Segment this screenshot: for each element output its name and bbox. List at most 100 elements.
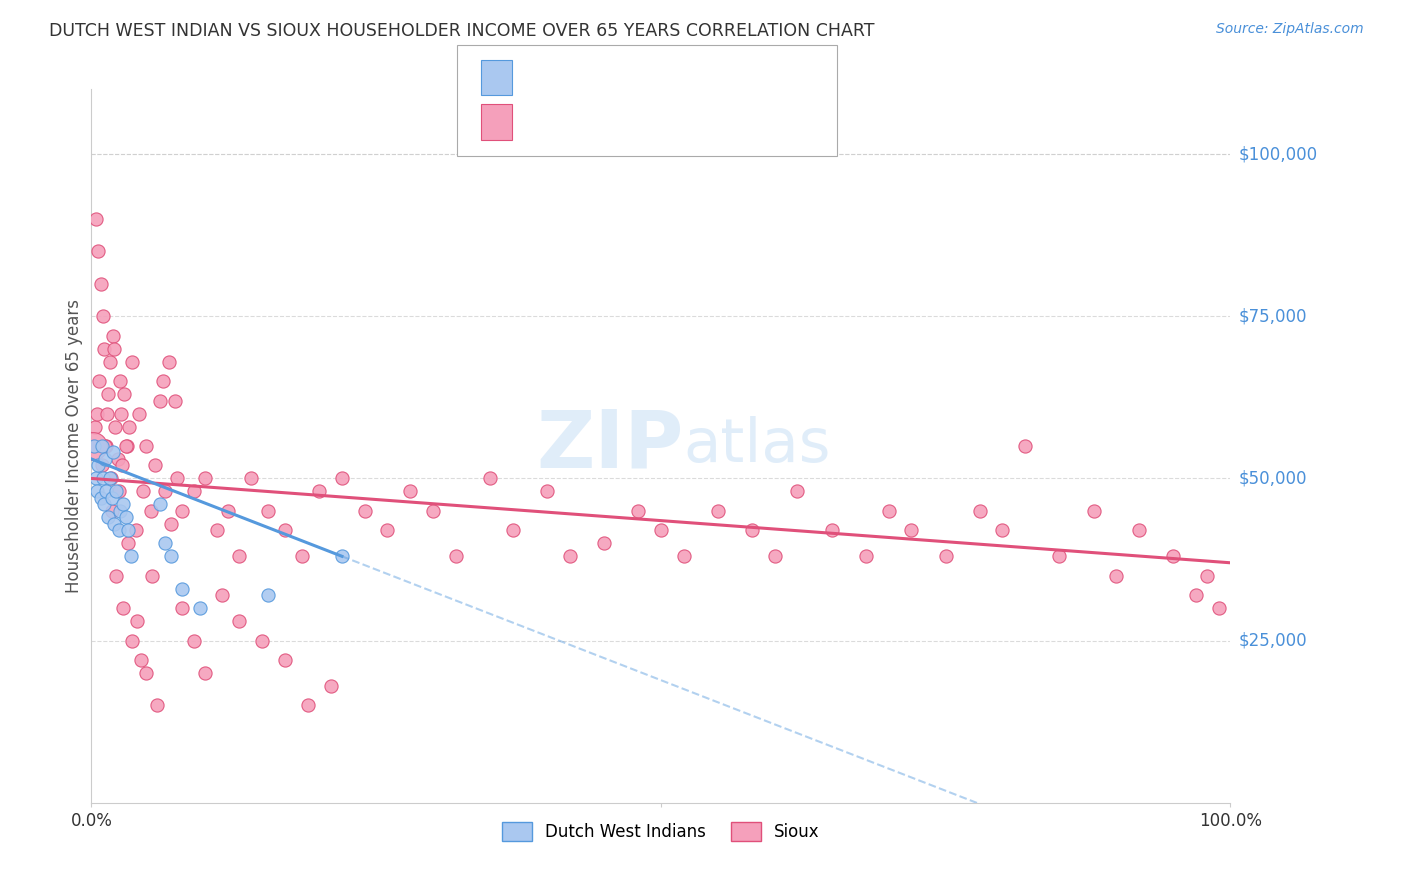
Point	[149, 393, 172, 408]
Point	[257, 588, 280, 602]
Point	[821, 524, 844, 538]
Point	[399, 484, 422, 499]
Point	[183, 484, 205, 499]
Point	[96, 407, 118, 421]
Point	[502, 524, 524, 538]
Point	[194, 666, 217, 681]
Point	[217, 504, 239, 518]
Text: $25,000: $25,000	[1239, 632, 1308, 649]
Text: -0.328: -0.328	[548, 113, 613, 131]
Point	[141, 568, 163, 582]
Point	[121, 633, 143, 648]
Point	[87, 458, 110, 473]
Point	[991, 524, 1014, 538]
Point	[131, 484, 153, 499]
Point	[96, 439, 118, 453]
Text: Source: ZipAtlas.com: Source: ZipAtlas.com	[1216, 22, 1364, 37]
Point	[120, 549, 142, 564]
Point	[135, 666, 157, 681]
Point	[377, 524, 399, 538]
Point	[128, 407, 150, 421]
Point	[103, 516, 125, 531]
Point	[194, 471, 217, 485]
Point	[97, 387, 120, 401]
Point	[104, 419, 127, 434]
Point	[101, 328, 124, 343]
Point	[250, 633, 273, 648]
Point	[163, 393, 186, 408]
Point	[121, 354, 143, 368]
Point	[155, 484, 177, 499]
Text: 29: 29	[686, 69, 711, 87]
Point	[160, 516, 183, 531]
Point	[82, 439, 104, 453]
Point	[90, 458, 112, 473]
Point	[650, 524, 672, 538]
Point	[94, 452, 117, 467]
Point	[103, 342, 125, 356]
Text: $75,000: $75,000	[1239, 307, 1308, 326]
Point	[115, 439, 138, 453]
Point	[91, 310, 114, 324]
Point	[536, 484, 558, 499]
Point	[274, 653, 297, 667]
Point	[934, 549, 956, 564]
Point	[257, 504, 280, 518]
Point	[112, 601, 135, 615]
Point	[1208, 601, 1230, 615]
Point	[94, 439, 117, 453]
Point	[96, 484, 118, 499]
Text: R =: R =	[520, 69, 560, 87]
Point	[105, 568, 128, 582]
Point	[166, 471, 188, 485]
Point	[330, 549, 353, 564]
Point	[117, 524, 139, 538]
Point	[114, 439, 136, 453]
Point	[86, 407, 108, 421]
Point	[84, 211, 107, 226]
Y-axis label: Householder Income Over 65 years: Householder Income Over 65 years	[65, 299, 83, 593]
Point	[112, 387, 135, 401]
Text: ZIP: ZIP	[536, 407, 683, 485]
Point	[855, 549, 877, 564]
Point	[297, 698, 319, 713]
Text: -0.256: -0.256	[548, 69, 613, 87]
Point	[108, 504, 131, 518]
Point	[211, 588, 233, 602]
Point	[105, 484, 128, 499]
Point	[149, 497, 172, 511]
Point	[172, 601, 194, 615]
Point	[98, 354, 121, 368]
Point	[478, 471, 501, 485]
Point	[89, 374, 111, 388]
Point	[1185, 588, 1208, 602]
Point	[112, 497, 135, 511]
Point	[741, 524, 763, 538]
Point	[110, 407, 132, 421]
Point	[319, 679, 342, 693]
Point	[114, 510, 136, 524]
Point	[1128, 524, 1150, 538]
Point	[1014, 439, 1036, 453]
Point	[1161, 549, 1184, 564]
Point	[111, 458, 134, 473]
Text: 106: 106	[686, 113, 724, 131]
Point	[93, 497, 115, 511]
Point	[239, 471, 262, 485]
Point	[969, 504, 991, 518]
Point	[98, 471, 121, 485]
Point	[143, 458, 166, 473]
Point	[101, 504, 124, 518]
Point	[274, 524, 297, 538]
Point	[228, 549, 250, 564]
Point	[160, 549, 183, 564]
Point	[93, 342, 115, 356]
Point	[183, 633, 205, 648]
Point	[83, 419, 105, 434]
Point	[172, 582, 194, 596]
Point	[155, 536, 177, 550]
Point	[101, 445, 124, 459]
Point	[89, 277, 111, 291]
Point	[87, 244, 110, 259]
Point	[593, 536, 616, 550]
